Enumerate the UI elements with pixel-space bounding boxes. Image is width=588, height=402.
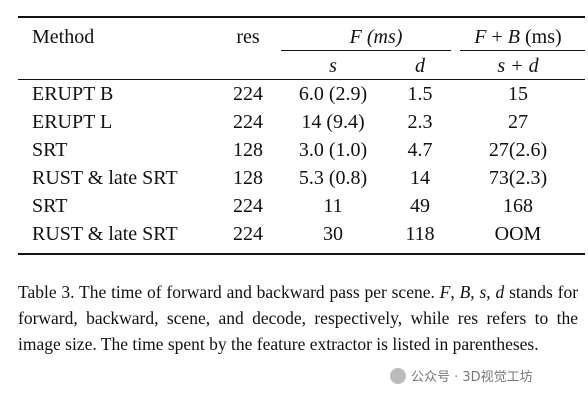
table-cell: ERUPT B xyxy=(32,83,114,105)
caption: Table 3. The time of forward and backwar… xyxy=(18,279,578,357)
table-cell: 1.5 xyxy=(407,83,433,105)
subheader-cell: s + d xyxy=(497,54,538,78)
table-cell: 5.3 (0.8) xyxy=(298,167,368,189)
header-cell: res xyxy=(236,26,260,48)
watermark-icon xyxy=(390,368,406,384)
table-cell: 3.0 (1.0) xyxy=(298,139,368,161)
table-cell: 49 xyxy=(410,195,430,217)
caption-text: B xyxy=(459,282,471,302)
table-cell: 14 (9.4) xyxy=(301,111,365,133)
cmid-rule xyxy=(460,50,585,51)
table-cell: 11 xyxy=(323,195,343,217)
subheader-cell: s xyxy=(329,54,337,78)
table-cell: 128 xyxy=(233,167,263,189)
header-text: B xyxy=(507,26,521,48)
subheader-text: d xyxy=(415,55,425,77)
caption-text: , xyxy=(450,282,460,302)
subheader-text: s + d xyxy=(497,55,539,77)
bottom-rule xyxy=(18,253,585,255)
header-text: F xyxy=(474,26,487,48)
table-cell: 30 xyxy=(323,223,343,245)
table-cell: RUST & late SRT xyxy=(32,167,178,189)
table-cell: 224 xyxy=(233,223,263,245)
table-cell: 15 xyxy=(508,83,528,105)
table-cell: ERUPT L xyxy=(32,111,113,133)
table-cell: 128 xyxy=(233,139,263,161)
header-text: + xyxy=(486,26,508,48)
mid-rule xyxy=(18,79,585,80)
watermark: 公众号 · 3D视觉工坊 xyxy=(390,366,533,385)
caption-text: s xyxy=(479,282,487,302)
table-cell: 224 xyxy=(233,83,263,105)
header-cell: F (ms) xyxy=(350,25,403,49)
subheader-text: s xyxy=(329,55,337,77)
header-text: F (ms) xyxy=(349,26,403,48)
table-cell: 27 xyxy=(508,111,528,133)
top-rule xyxy=(18,16,585,18)
table-cell: 27(2.6) xyxy=(488,139,548,161)
table-cell: 14 xyxy=(410,167,430,189)
caption-text: F xyxy=(439,282,451,302)
subheader-cell: d xyxy=(415,54,425,78)
table-cell: 73(2.3) xyxy=(488,167,548,189)
caption-text: , xyxy=(486,282,496,302)
table-cell: 6.0 (2.9) xyxy=(298,83,368,105)
table-cell: 4.7 xyxy=(407,139,433,161)
header-text: (ms) xyxy=(520,26,562,48)
table-cell: 168 xyxy=(503,195,533,217)
table-cell: 224 xyxy=(233,195,263,217)
table-cell: 224 xyxy=(233,111,263,133)
table-cell: SRT xyxy=(32,139,68,161)
table-cell: RUST & late SRT xyxy=(32,223,178,245)
header-cell: Method xyxy=(32,26,95,48)
table-cell: SRT xyxy=(32,195,68,217)
cmid-rule xyxy=(281,50,451,51)
table-cell: OOM xyxy=(494,223,542,245)
table-cell: 2.3 xyxy=(407,111,433,133)
caption-text: d xyxy=(495,282,505,302)
caption-text: Table 3. The time of forward and backwar… xyxy=(18,282,440,302)
watermark-text: 公众号 · 3D视觉工坊 xyxy=(411,370,533,385)
caption-text: , xyxy=(470,282,480,302)
caption-text: stands for forward, backward, scene, and… xyxy=(18,282,579,354)
header-cell: F + B (ms) xyxy=(474,25,561,49)
table-cell: 118 xyxy=(405,223,435,245)
